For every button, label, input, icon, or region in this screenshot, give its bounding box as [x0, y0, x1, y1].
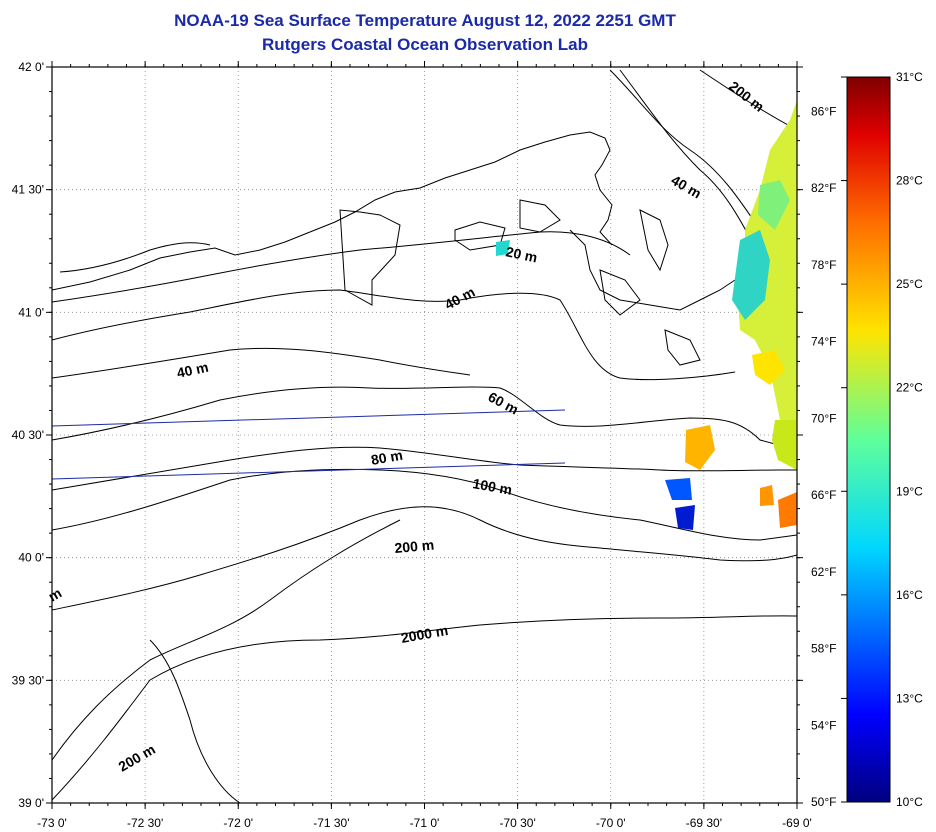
island — [664, 329, 701, 366]
lon-label: -69 0' — [782, 816, 812, 830]
longitude-labels: -73 0' -72 30' -72 0' -71 30' -71 0' -70 30' -… — [37, 816, 812, 830]
lon-label: -72 30' — [127, 816, 163, 830]
contour-canyon — [149, 639, 241, 803]
colorbar — [846, 76, 891, 803]
fahrenheit-label: 86°F — [811, 105, 836, 119]
fahrenheit-label: 70°F — [811, 411, 836, 425]
transect-lines — [51, 409, 566, 480]
fahrenheit-label: 54°F — [811, 718, 836, 732]
colorbar-label: 16°C — [896, 588, 923, 602]
colorbar-label: 31°C — [896, 70, 923, 84]
contour-100m — [52, 468, 797, 541]
coastline — [52, 131, 613, 291]
contour-label: 80 m — [370, 447, 404, 468]
lon-label: -70 0' — [596, 816, 626, 830]
lon-label: -70 30' — [499, 816, 535, 830]
map-subtitle: Rutgers Coastal Ocean Observation Lab — [262, 35, 588, 54]
fahrenheit-label: 50°F — [811, 795, 836, 809]
colorbar-label: 28°C — [896, 174, 923, 188]
latitude-labels: 42 0' 41 30' 41 0' 40 30' 40 0' 39 30' 39 0' — [12, 60, 44, 810]
fahrenheit-label: 78°F — [811, 258, 836, 272]
colorbar-ticks — [841, 76, 847, 803]
contour-label: 200 m — [726, 78, 767, 115]
fahrenheit-label: 58°F — [811, 642, 836, 656]
colorbar-label: 10°C — [896, 795, 923, 809]
colorbar-label: 19°C — [896, 484, 923, 498]
contour-label: 100 m — [471, 475, 513, 498]
contour-label: 200 m — [394, 537, 435, 556]
contour-20m — [52, 231, 631, 303]
contour-80m — [52, 446, 797, 491]
coastline — [59, 242, 211, 273]
contour-label: 20 m — [504, 243, 539, 265]
fahrenheit-label: 62°F — [811, 565, 836, 579]
lon-label: -73 0' — [37, 816, 67, 830]
contour-label: 200 m — [116, 741, 158, 775]
lon-label: -72 0' — [223, 816, 253, 830]
colorbar-label: 25°C — [896, 277, 923, 291]
lat-label: 40 0' — [18, 551, 44, 565]
contour-label: 40 m — [442, 284, 478, 313]
fahrenheit-label: 74°F — [811, 335, 836, 349]
colorbar-label: 22°C — [896, 381, 923, 395]
colorbar-labels: 31°C 28°C 25°C 22°C 19°C 16°C 13°C 10°C — [896, 70, 923, 809]
lat-label: 39 0' — [18, 796, 44, 810]
contour-label: 60 m — [486, 389, 522, 418]
contour-label: 40 m — [669, 172, 705, 202]
lat-label: 41 30' — [12, 183, 44, 197]
fahrenheit-label: 82°F — [811, 181, 836, 195]
lon-label: -69 30' — [686, 816, 722, 830]
lat-label: 40 30' — [12, 428, 44, 442]
contour-label: 40 m — [175, 359, 210, 381]
contour-60m — [52, 386, 797, 451]
contour-200m-south — [52, 519, 401, 761]
sst-patches — [496, 100, 797, 530]
fahrenheit-label: 66°F — [811, 488, 836, 502]
fahrenheit-labels: 86°F 82°F 78°F 74°F 70°F 66°F 62°F 58°F 54°F 50°F — [811, 105, 836, 809]
contour-40m-inner — [52, 289, 736, 381]
contour-40m — [52, 347, 471, 379]
contour-200m — [52, 506, 797, 611]
map-title: NOAA-19 Sea Surface Temperature August 1… — [174, 11, 676, 30]
colorbar-label: 13°C — [896, 691, 923, 705]
lat-label: 42 0' — [18, 60, 44, 74]
axis-ticks — [46, 61, 803, 809]
lat-label: 41 0' — [18, 305, 44, 319]
contour-2000m — [52, 615, 797, 801]
lon-label: -71 0' — [410, 816, 440, 830]
lat-label: 39 30' — [12, 673, 44, 687]
island — [599, 269, 641, 316]
coastline — [339, 209, 401, 306]
contour-labels: 200 m 40 m 20 m 40 m 40 m 60 m 80 m 100 m 200 m m… — [46, 78, 768, 775]
contour-label: m — [46, 585, 65, 605]
contour-label: 2000 m — [400, 622, 450, 646]
coastline — [569, 229, 736, 311]
lon-label: -71 30' — [313, 816, 349, 830]
island — [639, 209, 669, 272]
coastline — [519, 199, 561, 233]
contour-ne-extra — [699, 69, 797, 131]
graticule — [52, 67, 797, 803]
